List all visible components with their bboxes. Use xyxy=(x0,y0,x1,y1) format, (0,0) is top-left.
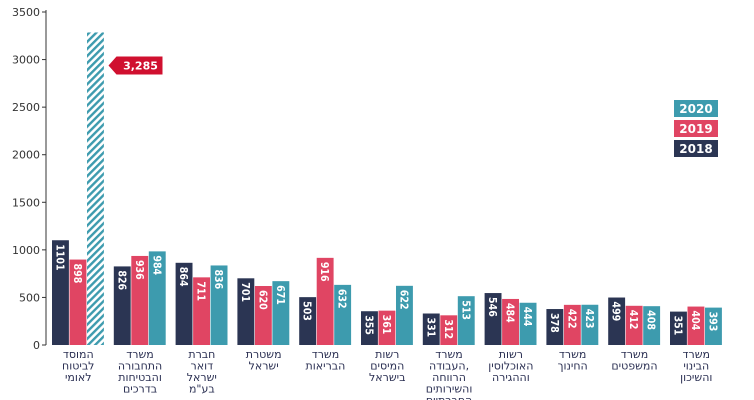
bar-value-label: 916 xyxy=(318,262,330,282)
bar-value-label: 836 xyxy=(212,269,224,289)
callout-value: 3,285 xyxy=(123,59,158,72)
bar-value-label: 404 xyxy=(689,311,701,331)
legend-label-2020: 2020 xyxy=(679,102,712,116)
legend: 2020 2019 2018 xyxy=(674,100,718,157)
y-tick-label: 0 xyxy=(33,339,40,352)
category-label: משרד התחבורה והבטיחות בדרכים xyxy=(118,348,162,396)
bar-2019 xyxy=(440,315,458,345)
bar-2019 xyxy=(193,277,210,345)
bar-value-label: 711 xyxy=(195,281,207,301)
bar-value-label: 701 xyxy=(239,282,251,302)
y-tick-label: 500 xyxy=(19,291,40,304)
bar-value-label: 378 xyxy=(548,313,560,333)
bar-value-label: 412 xyxy=(627,310,639,330)
bar-2019 xyxy=(625,305,643,345)
bar-2020 xyxy=(210,265,228,345)
bar-2019 xyxy=(69,259,87,345)
y-tick-label: 2000 xyxy=(12,149,40,162)
bar-value-label: 393 xyxy=(706,312,718,332)
category-label: משרד הבינוי והשיכון xyxy=(680,348,712,384)
legend-label-2018: 2018 xyxy=(679,142,712,156)
bar-2020 xyxy=(272,281,290,345)
bar-2018 xyxy=(546,309,564,345)
legend-swatch-2018 xyxy=(674,140,718,157)
bar-2019 xyxy=(131,255,149,345)
bar-value-label: 312 xyxy=(442,319,454,339)
bar-2018 xyxy=(299,297,317,345)
bar-2018 xyxy=(608,297,626,345)
bar-2019 xyxy=(378,310,396,345)
bar-value-label: 898 xyxy=(71,264,83,284)
bar-2020 xyxy=(519,302,537,345)
bar-2018 xyxy=(237,278,255,345)
y-tick-label: 1500 xyxy=(12,196,40,209)
bar-value-label: 351 xyxy=(671,316,683,336)
bar-value-label: 546 xyxy=(486,297,498,317)
bar-2019 xyxy=(687,306,705,345)
bar-2020 xyxy=(581,304,599,345)
bar-2018 xyxy=(361,311,378,345)
bar-value-label: 408 xyxy=(645,310,657,330)
bar-value-label: 671 xyxy=(274,285,286,305)
bar-2020 xyxy=(334,284,352,345)
category-label: משרד הבריאות xyxy=(306,348,346,373)
bar-2019 xyxy=(254,286,272,345)
bar-value-label: 444 xyxy=(521,307,533,327)
category-label: רשות המיסים בישראל xyxy=(369,348,405,384)
bar-value-label: 826 xyxy=(115,270,127,290)
bar-value-label: 1101 xyxy=(53,244,65,270)
y-tick-label: 2500 xyxy=(12,101,40,114)
legend-swatch-2019 xyxy=(674,120,718,137)
y-axis: 0 500 1000 1500 2000 2500 3000 3500 xyxy=(12,6,47,352)
bar-2020 xyxy=(643,306,661,345)
bar-2020 xyxy=(396,285,413,345)
bars xyxy=(52,32,722,345)
bar-value-label: 864 xyxy=(177,267,189,287)
y-tick-label: 3500 xyxy=(12,6,40,19)
bar-value-label: 620 xyxy=(256,290,268,310)
bar-labels: 1101 898 826 936 984 864 711 836 701 620 671 503 916… xyxy=(53,244,718,339)
bar-value-label: 513 xyxy=(459,300,471,320)
category-label: משרד המשפטים xyxy=(611,348,657,373)
bar-2018 xyxy=(422,313,440,345)
category-label: חברת דואר ישראל בע"מ xyxy=(187,348,217,396)
bar-value-label: 331 xyxy=(424,318,436,338)
bar-2019 xyxy=(502,298,519,345)
legend-label-2019: 2019 xyxy=(679,122,712,136)
bar-value-label: 361 xyxy=(380,315,392,335)
bar-value-label: 422 xyxy=(565,309,577,329)
bar-2018 xyxy=(670,311,687,345)
bar-2020 xyxy=(148,251,166,345)
legend-swatch-2020 xyxy=(674,100,718,117)
y-tick-label: 1000 xyxy=(12,244,40,257)
highlight-callout: 3,285 xyxy=(108,56,163,75)
category-label: משרד החינוך xyxy=(558,348,588,373)
bar-value-label: 503 xyxy=(301,301,313,321)
y-tick-label: 3000 xyxy=(12,54,40,67)
bar-value-label: 936 xyxy=(133,260,145,280)
category-label: המוסד לביטוח לאומי xyxy=(62,348,94,384)
bar-value-label: 622 xyxy=(397,290,409,310)
bar-2018 xyxy=(175,262,193,345)
bar-value-label: 984 xyxy=(150,255,162,275)
bar-2020 xyxy=(457,296,475,345)
bar-2018 xyxy=(113,266,131,345)
callout-badge xyxy=(108,56,163,75)
bar-2020 xyxy=(705,307,722,345)
category-label: משטרת ישראל xyxy=(246,348,282,373)
bar-2020 xyxy=(87,32,104,345)
bar-value-label: 423 xyxy=(583,309,595,329)
bar-2018 xyxy=(52,240,69,345)
category-labels: המוסד לביטוח לאומי משרד התחבורה והבטיחות בדרכי… xyxy=(62,348,712,400)
bar-value-label: 355 xyxy=(362,315,374,335)
bar-2019 xyxy=(316,257,334,345)
bar-value-label: 632 xyxy=(336,289,348,309)
bar-2019 xyxy=(563,304,581,345)
bar-value-label: 499 xyxy=(610,302,622,322)
category-label: רשות האוכלוסין וההגירה xyxy=(488,348,533,384)
bar-2018 xyxy=(484,293,502,345)
bar-value-label: 484 xyxy=(504,303,516,323)
